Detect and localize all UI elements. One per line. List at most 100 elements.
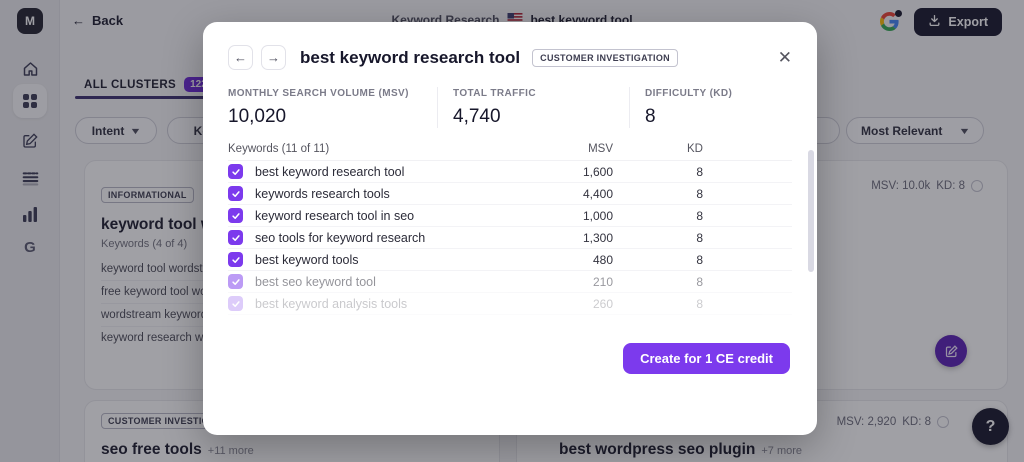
keyword-list-header: Keywords (11 of 11) MSV KD <box>228 143 792 161</box>
compose-icon[interactable] <box>13 126 47 156</box>
keyword-kd: 8 <box>696 186 703 201</box>
export-button[interactable]: Export <box>914 8 1002 36</box>
stat-label: MONTHLY SEARCH VOLUME (MSV) <box>228 88 409 99</box>
chevron-down-icon: ▼ <box>958 125 971 136</box>
topbar-actions: Export <box>880 8 1002 36</box>
prev-cluster-button[interactable]: ← <box>228 45 253 70</box>
keyword-list: best keyword research tool 1,600 8 keywords… <box>228 161 792 315</box>
download-icon <box>928 14 941 30</box>
cluster-card-title: seo free tools +11 more <box>101 441 254 458</box>
intent-filter[interactable]: Intent ▼ <box>75 117 157 144</box>
stat-difficulty: DIFFICULTY (KD) 8 <box>629 87 792 128</box>
column-msv[interactable]: MSV <box>588 143 613 155</box>
cluster-metrics: MSV: 10.0k KD: 8 <box>871 180 983 192</box>
stat-value: 10,020 <box>228 106 287 127</box>
stat-value: 8 <box>645 106 656 127</box>
stat-traffic: TOTAL TRAFFIC 4,740 <box>437 87 629 128</box>
keyword-kd: 8 <box>696 230 703 245</box>
keyword-text: seo tools for keyword research <box>255 230 426 245</box>
keyword-text: best keyword research tool <box>255 164 405 179</box>
cluster-card-title: best wordpress seo plugin +7 more <box>559 441 803 458</box>
info-icon[interactable] <box>971 180 983 192</box>
stat-msv: MONTHLY SEARCH VOLUME (MSV) 10,020 <box>228 87 437 128</box>
more-count: +11 more <box>207 445 254 457</box>
back-label: Back <box>92 13 124 28</box>
stat-label: TOTAL TRAFFIC <box>453 88 536 99</box>
export-label: Export <box>948 15 988 29</box>
next-cluster-button[interactable]: → <box>261 45 286 70</box>
keyword-kd: 8 <box>696 252 703 267</box>
cluster-card-title: keyword tool w <box>101 216 213 233</box>
cluster-kd: KD: 8 <box>936 180 965 192</box>
cluster-msv: MSV: 10.0k <box>871 180 931 192</box>
intent-badge: INFORMATIONAL <box>101 187 194 203</box>
keyword-checkbox[interactable] <box>228 296 243 311</box>
intent-filter-label: Intent <box>91 123 125 138</box>
sort-dropdown-value: Most Relevant <box>861 123 943 138</box>
cluster-keyword-item: keyword research word <box>101 332 220 344</box>
keyword-checkbox[interactable] <box>228 164 243 179</box>
keyword-checkbox[interactable] <box>228 230 243 245</box>
cluster-metrics: MSV: 2,920 KD: 8 <box>837 416 949 428</box>
edit-cluster-button[interactable] <box>935 335 967 367</box>
modal-title: best keyword research tool <box>300 47 521 67</box>
keyword-msv: 1,600 <box>582 164 613 179</box>
keyword-kd: 8 <box>696 296 703 311</box>
list-icon[interactable] <box>13 163 47 193</box>
home-icon[interactable] <box>13 54 47 84</box>
keyword-row[interactable]: best keyword analysis tools 260 8 <box>228 293 792 315</box>
keyword-kd: 8 <box>696 274 703 289</box>
app-logo[interactable]: M <box>17 8 43 34</box>
modal-header: ← → best keyword research tool CUSTOMER … <box>228 45 792 70</box>
column-kd[interactable]: KD <box>687 143 703 155</box>
create-cluster-button[interactable]: Create for 1 CE credit <box>623 343 790 374</box>
keyword-kd: 8 <box>696 208 703 223</box>
modal-scrollbar[interactable] <box>808 150 814 272</box>
keyword-kd: 8 <box>696 164 703 179</box>
cluster-keyword-count: Keywords (4 of 4) <box>101 238 188 250</box>
sort-dropdown[interactable]: Most Relevant ▼ <box>846 117 984 144</box>
keyword-row[interactable]: seo tools for keyword research 1,300 8 <box>228 227 792 249</box>
keyword-text: keywords research tools <box>255 186 390 201</box>
keyword-row[interactable]: keyword research tool in seo 1,000 8 <box>228 205 792 227</box>
help-button[interactable]: ? <box>972 408 1009 445</box>
keyword-checkbox[interactable] <box>228 252 243 267</box>
notification-dot <box>895 10 903 17</box>
keyword-checkbox[interactable] <box>228 208 243 223</box>
close-icon[interactable]: ✕ <box>777 48 792 67</box>
stat-label: DIFFICULTY (KD) <box>645 88 733 99</box>
back-arrow-icon: ← <box>72 13 85 28</box>
google-account-icon[interactable] <box>880 10 903 32</box>
keyword-row[interactable]: best keyword research tool 1,600 8 <box>228 161 792 183</box>
keyword-text: best keyword analysis tools <box>255 296 408 311</box>
intent-badge: CUSTOMER INVESTIGATION <box>532 48 678 67</box>
back-button[interactable]: ← Back <box>72 13 123 28</box>
cluster-kd: KD: 8 <box>902 416 931 428</box>
more-count: +7 more <box>761 445 803 457</box>
keyword-msv: 1,300 <box>582 230 613 245</box>
tab-label: ALL CLUSTERS <box>84 78 177 91</box>
keyword-row[interactable]: keywords research tools 4,400 8 <box>228 183 792 205</box>
keyword-text: best keyword tools <box>255 252 359 267</box>
g-nav-icon[interactable]: G <box>24 238 36 256</box>
active-tab-indicator <box>75 96 217 99</box>
sidebar: M G <box>0 0 60 462</box>
modal-stats: MONTHLY SEARCH VOLUME (MSV) 10,020 TOTAL… <box>228 87 792 128</box>
stat-value: 4,740 <box>453 106 501 127</box>
keyword-cluster-modal: ← → best keyword research tool CUSTOMER … <box>203 22 817 435</box>
cluster-msv: MSV: 2,920 <box>836 416 897 428</box>
keyword-msv: 480 <box>592 252 613 267</box>
keyword-checkbox[interactable] <box>228 186 243 201</box>
keyword-row[interactable]: best seo keyword tool 210 8 <box>228 271 792 293</box>
keyword-row[interactable]: best keyword tools 480 8 <box>228 249 792 271</box>
keyword-text: best seo keyword tool <box>255 274 376 289</box>
keyword-msv: 1,000 <box>582 208 613 223</box>
clusters-grid-icon[interactable] <box>13 84 47 118</box>
keyword-msv: 260 <box>592 296 613 311</box>
keyword-checkbox[interactable] <box>228 274 243 289</box>
chevron-down-icon: ▼ <box>129 125 143 136</box>
analytics-icon[interactable] <box>13 199 47 229</box>
info-icon[interactable] <box>937 416 949 428</box>
keyword-msv: 4,400 <box>582 186 613 201</box>
